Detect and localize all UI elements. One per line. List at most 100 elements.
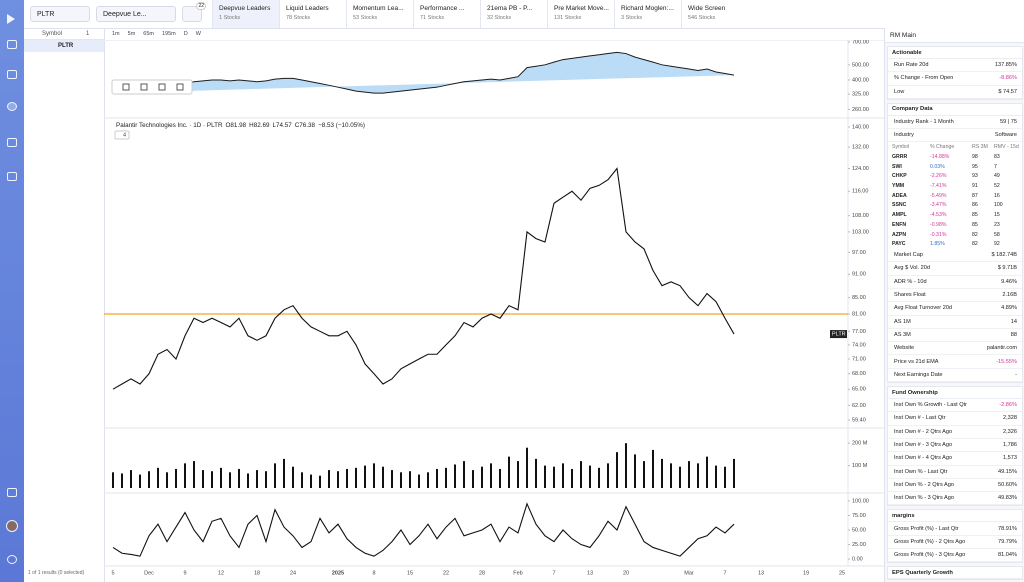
y-tick-label: 500.00 — [852, 62, 869, 68]
column-header: Symbol — [892, 144, 910, 151]
tab[interactable]: Richard Moglen:... 3 Stocks — [614, 0, 681, 28]
volume-bar — [328, 470, 330, 488]
tab[interactable]: Wide Screen 546 Stocks — [681, 0, 748, 28]
table-row[interactable]: GRRR -14.88% 98 83 — [888, 152, 1022, 162]
tab-count: 131 Stocks — [554, 15, 582, 21]
column-header: % Change — [930, 144, 955, 151]
interval-button[interactable]: 1m — [112, 31, 120, 37]
metric-label: Inst Own # - 4 Qtrs Ago — [894, 455, 953, 462]
metric-value: 49.83% — [998, 495, 1017, 502]
metric-value: 81.04% — [998, 552, 1017, 559]
volume-bar — [373, 463, 375, 488]
interval-button[interactable]: 5m — [127, 31, 136, 37]
x-tick-label: 7 — [552, 570, 555, 576]
alerts-button[interactable]: 22 — [182, 2, 206, 22]
y-tick-label: 260.00 — [852, 107, 869, 113]
volume-bar — [679, 466, 681, 488]
interval-button[interactable]: W — [195, 31, 201, 37]
interval-button[interactable]: D — [183, 31, 188, 37]
volume-bar — [400, 472, 402, 488]
metric-value: 88 — [1010, 331, 1017, 338]
tab[interactable]: Liquid Leaders 78 Stocks — [279, 0, 346, 28]
price-badge-label: PLTR — [832, 332, 846, 338]
table-cell: -5.49% — [930, 192, 947, 199]
volume-bar — [337, 471, 339, 488]
search-box[interactable]: PLTR — [30, 6, 90, 22]
tab[interactable]: Momentum Lea... 53 Stocks — [346, 0, 413, 28]
table-row[interactable]: ADEA -5.49% 87 16 — [888, 191, 1022, 201]
y-tick-label: 200 M — [852, 441, 868, 447]
volume-bar — [256, 470, 258, 488]
metric-row: Inst Own # - 4 Qtrs Ago 1,573 — [888, 452, 1022, 466]
table-row[interactable]: AZPN -0.31% 82 58 — [888, 230, 1022, 240]
table-row[interactable]: CHKP -2.26% 93 49 — [888, 172, 1022, 182]
volume-bar — [526, 447, 528, 488]
table-cell: 1.85% — [930, 241, 945, 248]
nav-icon[interactable] — [7, 70, 17, 79]
table-cell: 98 — [972, 154, 978, 161]
interval-button[interactable]: 65m — [143, 31, 154, 37]
watchlist-row[interactable]: PLTR — [24, 40, 104, 52]
table-cell: 49 — [994, 173, 1000, 180]
metric-label: Inst Own # - 3 Qtrs Ago — [894, 442, 953, 449]
panel-section: EPS Quarterly Growth — [887, 566, 1023, 581]
nav-icon[interactable] — [7, 172, 17, 181]
table-cell: 23 — [994, 221, 1000, 228]
table-row[interactable]: PAYC 1.85% 82 92 — [888, 239, 1022, 249]
metric-label: Gross Profit (%) - Last Qtr — [894, 525, 959, 532]
table-row[interactable]: YMM -7.41% 91 52 — [888, 181, 1022, 191]
x-tick-label: 8 — [372, 570, 375, 576]
x-tick-label: Feb — [513, 570, 522, 576]
tab[interactable]: 21ema PB - P... 32 Stocks — [480, 0, 547, 28]
metric-value: 4.89% — [1001, 305, 1017, 312]
symbol: PLTR — [58, 43, 74, 49]
nav-icon[interactable] — [7, 138, 17, 147]
tab-name: Momentum Lea... — [353, 5, 404, 12]
tab[interactable]: Performance ... 71 Stocks — [413, 0, 480, 28]
metric-row: Market Cap $ 182.74B — [888, 249, 1022, 263]
tab[interactable]: Pre Market Move... 131 Stocks — [547, 0, 614, 28]
x-tick-label: Dec — [144, 570, 154, 576]
table-row[interactable]: AMPL -4.53% 85 15 — [888, 210, 1022, 220]
volume-bar — [409, 471, 411, 488]
section-title: Fund Ownership — [888, 387, 1022, 400]
avatar[interactable] — [6, 520, 18, 532]
y-tick-label: 108.00 — [852, 213, 869, 219]
volume-bar — [481, 466, 483, 488]
table-cell: SWI — [892, 163, 902, 170]
metric-label: Inst Own % - Last Qtr — [894, 468, 948, 475]
y-tick-label: 325.00 — [852, 92, 869, 98]
metric-row: Run Rate 20d 137.85% — [888, 59, 1022, 73]
tab[interactable]: Deepvue Leaders 1 Stocks — [212, 0, 279, 28]
metric-value: -15.55% — [996, 358, 1017, 365]
volume-bar — [517, 461, 519, 488]
nav-icon[interactable] — [7, 102, 17, 111]
y-tick-label: 100.00 — [852, 498, 869, 504]
metric-row: Avg Float Turnover 20d 4.89% — [888, 302, 1022, 316]
table-cell: -0.31% — [930, 231, 947, 238]
table-row[interactable]: ENFN -0.98% 85 23 — [888, 220, 1022, 230]
metric-row: Price vs 21d EMA -15.55% — [888, 355, 1022, 369]
menu-icon[interactable] — [7, 40, 17, 49]
watchlist-select[interactable]: Deepvue Le... — [96, 6, 176, 22]
metric-value: 2,326 — [1003, 428, 1017, 435]
volume-bar — [139, 474, 141, 488]
nav-icon[interactable] — [7, 488, 17, 497]
metric-label: Run Rate 20d — [894, 62, 929, 69]
panel-title: RM Main — [885, 28, 1024, 43]
count: 1 — [86, 30, 90, 37]
tab-name: Pre Market Move... — [554, 5, 609, 12]
interval-button[interactable]: 195m — [161, 31, 176, 37]
metric-row: % Change - From Open -8.86% — [888, 72, 1022, 86]
table-row[interactable]: SWI 0.03% 95 7 — [888, 162, 1022, 172]
logo[interactable] — [7, 14, 15, 24]
tab-count: 32 Stocks — [487, 15, 512, 21]
metric-value: 1,573 — [1003, 455, 1017, 462]
table-cell: -2.26% — [930, 173, 947, 180]
ohlc-value: −8.53 (−10.05%) — [318, 122, 365, 129]
metric-row: Inst Own % - 3 Qtrs Ago 49.83% — [888, 492, 1022, 506]
section-title: EPS Quarterly Growth — [888, 567, 1022, 580]
table-row[interactable]: SSNC -3.47% 86 100 — [888, 201, 1022, 211]
volume-bar — [211, 471, 213, 488]
help-icon[interactable] — [7, 555, 17, 564]
